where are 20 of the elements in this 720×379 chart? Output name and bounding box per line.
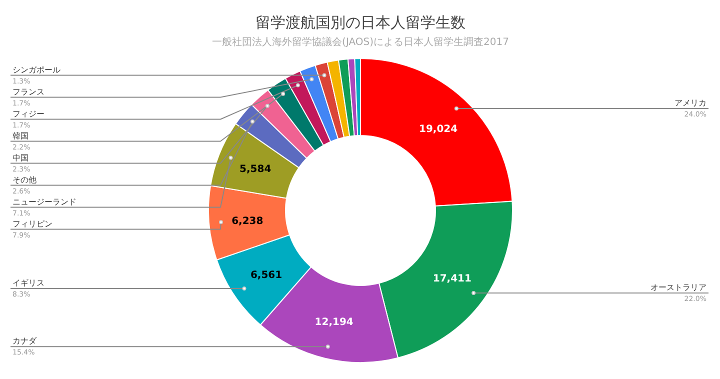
slice-label: カナダ — [12, 336, 38, 346]
slice-label: フィリピン — [12, 219, 52, 228]
data-label: 6,238 — [232, 216, 264, 227]
slice-label: アメリカ — [674, 98, 706, 108]
slice-label: シンガポール — [12, 65, 60, 74]
data-label: 19,024 — [418, 124, 458, 135]
data-label: 12,194 — [314, 316, 354, 328]
chart-subtitle: 一般社団法人海外留学協議会(JAOS)による日本人留学生調査2017 — [212, 36, 509, 48]
slice-label: 中国 — [12, 153, 28, 162]
data-label: 5,584 — [240, 164, 272, 175]
data-label: 17,411 — [432, 273, 472, 284]
slice-label: ニュージーランド — [12, 197, 76, 206]
slice-label: 韓国 — [12, 131, 28, 140]
slice-label: フィジー — [12, 109, 44, 118]
chart-title: 留学渡航国別の日本人留学生数 — [256, 14, 466, 32]
data-label: 6,561 — [250, 270, 282, 281]
slice-label: フランス — [12, 87, 44, 96]
slice-label: その他 — [12, 175, 36, 184]
slice-label: オーストラリア — [650, 283, 706, 292]
slice-label: イギリス — [12, 278, 44, 288]
